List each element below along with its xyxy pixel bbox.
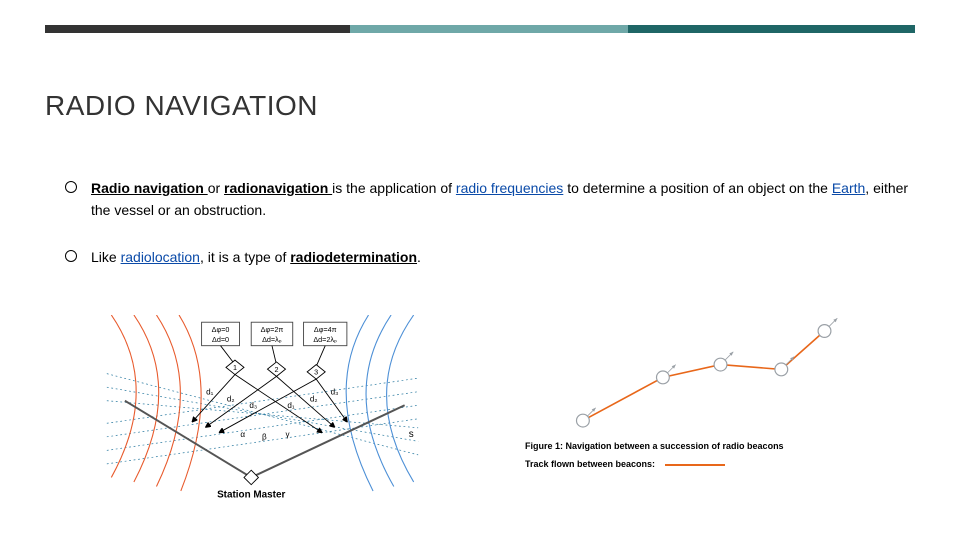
accent-bar-seg-teal [628,25,915,33]
box2-top: Δφ=2π [261,325,284,334]
box2-bot: Δd=λₚ [262,335,282,344]
link-text[interactable]: radio frequencies [456,180,563,196]
text-run: to determine a position of an object on … [563,180,832,196]
station-marker [244,470,258,484]
svg-text:d₂: d₂ [227,395,235,404]
beacon-node [818,325,831,338]
node-2: 2 [274,365,278,374]
accent-bar-seg-light [350,25,628,33]
svg-text:d₂: d₂ [310,395,318,404]
station-label: Station Master [217,489,285,500]
caption-title: Figure 1: Navigation between a successio… [525,441,784,451]
svg-text:d₁: d₁ [206,387,214,396]
node-3: 3 [314,368,318,377]
accent-bar [45,25,915,33]
d-arrows [193,375,347,433]
text-run: or [208,180,224,196]
beacon-node [775,363,788,376]
angle-labels: α β γ [240,430,290,442]
node-1: 1 [233,363,237,372]
beacon-track [583,331,825,421]
label-boxes: Δφ=0 Δd=0 Δφ=2π Δd=λₚ Δφ=4π Δd=2λₚ [202,322,347,345]
figure-hyperbolic-svg: Δφ=0 Δd=0 Δφ=2π Δd=λₚ Δφ=4π Δd=2λₚ [90,315,435,500]
svg-text:α: α [240,430,245,439]
box1-bot: Δd=0 [212,335,229,344]
bullet-list: Radio navigation or radionavigation is t… [65,177,915,268]
svg-text:γ: γ [286,430,291,439]
svg-text:d₁: d₁ [287,401,295,410]
caption-label: Track flown between beacons: [525,459,655,471]
figure-beacons-caption: Figure 1: Navigation between a successio… [525,441,880,470]
hyperbolas-red [111,315,201,491]
link-text[interactable]: Earth [832,180,865,196]
right-edge-s: s [409,429,414,440]
svg-text:d₃: d₃ [331,387,339,396]
d-labels: d₁ d₂ d₃ d₁ d₂ d₃ [206,387,338,410]
text-run: . [417,249,421,265]
hyperbolas-blue [346,315,414,491]
box1-top: Δφ=0 [212,325,230,334]
figure-hyperbolic: Δφ=0 Δd=0 Δφ=2π Δd=λₚ Δφ=4π Δd=2λₚ [90,315,435,500]
text-run: , it is a type of [200,249,290,265]
text-run: Like [91,249,121,265]
text-run: Radio navigation [91,180,208,196]
text-run: radiodetermination [290,249,417,265]
accent-bar-seg-dark [45,25,350,33]
track-swatch [665,464,725,466]
text-run: is the application of [332,180,456,196]
svg-text:d₃: d₃ [249,401,257,410]
figure-beacons-svg [525,315,880,435]
bullet-item: Radio navigation or radionavigation is t… [65,177,915,222]
svg-text:β: β [262,433,267,442]
text-run: radionavigation [224,180,332,196]
figure-beacons: Figure 1: Navigation between a successio… [525,315,880,490]
box3-bot: Δd=2λₚ [313,335,337,344]
beacon-node [657,371,670,384]
link-text[interactable]: radiolocation [121,249,200,265]
slide-content: RADIO NAVIGATION Radio navigation or rad… [45,90,915,292]
page-title: RADIO NAVIGATION [45,90,915,122]
beacon-node [577,414,590,427]
bullet-item: Like radiolocation, it is a type of radi… [65,246,915,268]
numbered-nodes: 1 2 3 [226,360,325,379]
box3-top: Δφ=4π [314,325,337,334]
figures-row: Δφ=0 Δd=0 Δφ=2π Δd=λₚ Δφ=4π Δd=2λₚ [90,315,915,500]
beacon-node [714,358,727,371]
